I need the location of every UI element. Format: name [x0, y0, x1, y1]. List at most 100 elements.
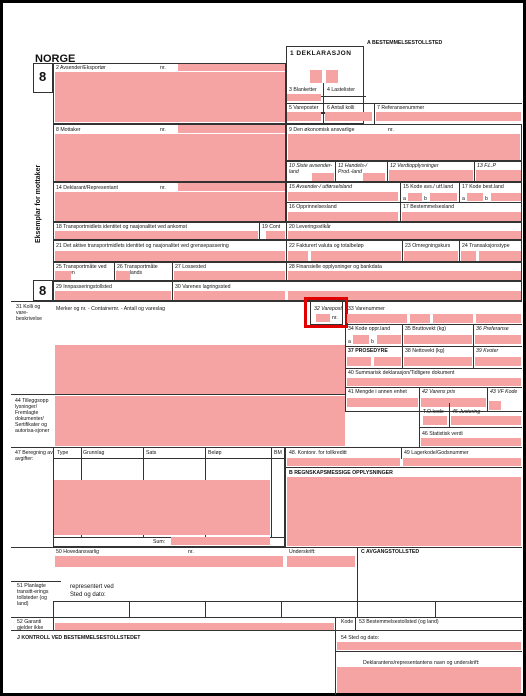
- field-12-label: 12 Verdiopplysninger: [390, 163, 439, 169]
- finansielle-opplysninger-input[interactable]: [288, 271, 521, 280]
- tollkreditt-input[interactable]: [287, 458, 400, 466]
- innpasseringstollsted-input[interactable]: [55, 291, 171, 300]
- blanketter-input[interactable]: [287, 94, 321, 101]
- field-36-label: 36 Preferanse: [476, 326, 509, 332]
- field-9-nr: nr.: [388, 127, 394, 133]
- to-kode-label: T.O.kode: [423, 409, 444, 415]
- bestemmelsesland-code-b[interactable]: [491, 193, 521, 201]
- field-b-label: B REGNSKAPSMESSIGE OPPLYSNINGER: [289, 470, 393, 476]
- prosedyre-b[interactable]: [374, 357, 401, 366]
- field-54-sign: Deklarantens/representantens navn og und…: [363, 660, 480, 666]
- tilleggsopplysninger-input[interactable]: [55, 396, 345, 446]
- lossested-input[interactable]: [174, 271, 285, 280]
- antall-kolli-input[interactable]: [325, 112, 372, 121]
- field-28-label: 28 Finansielle opplysninger og bankdata: [289, 264, 382, 270]
- col-grunnlag: Grunnlag: [83, 450, 105, 456]
- valuta-input[interactable]: [288, 251, 308, 261]
- avsenderland-code-a[interactable]: [408, 193, 422, 201]
- transportmate-grensen-input[interactable]: [55, 271, 71, 280]
- omregningskurs-input[interactable]: [404, 251, 458, 261]
- kvoter-input[interactable]: [475, 357, 521, 366]
- underskrift-input[interactable]: [287, 556, 355, 567]
- field-30-label: 30 Varenes lagringssted: [175, 284, 231, 290]
- field-19-label: 19 Cont: [262, 224, 281, 230]
- mengde-input[interactable]: [347, 398, 418, 407]
- opprland-code-b[interactable]: [377, 335, 401, 344]
- bestemmelsesland-input[interactable]: [402, 212, 521, 221]
- exporter-number-input[interactable]: [178, 64, 285, 71]
- siste-avsenderland-input[interactable]: [312, 173, 334, 181]
- decl-field-1[interactable]: [310, 70, 322, 83]
- field-8-nr: nr.: [160, 127, 166, 133]
- field-17-code-label: 17 Kode best.land: [462, 184, 504, 190]
- varenummer-c[interactable]: [433, 314, 473, 323]
- field-29-label: 29 Innpasseringstollsted: [56, 284, 112, 290]
- lagringssted-input[interactable]: [174, 291, 285, 300]
- vf-kode-input[interactable]: [489, 401, 501, 410]
- opprinnelsesland-input[interactable]: [288, 212, 398, 221]
- hovedansvarlig-input[interactable]: [55, 556, 283, 567]
- avgifter-input[interactable]: [54, 480, 270, 535]
- field-51-label: 51 Planlagte transitt-erings tollsteder …: [17, 583, 49, 607]
- decl-field-2[interactable]: [326, 70, 338, 83]
- lagerkode-input[interactable]: [403, 458, 521, 466]
- field-33-label: 33 Varenummer: [348, 306, 385, 312]
- field-5-label: 5 Vareposter: [289, 105, 319, 111]
- field-24-label: 24 Transaksjonstype: [462, 243, 510, 249]
- totalbelop-input[interactable]: [311, 251, 401, 261]
- transaksjonstype-b[interactable]: [479, 251, 521, 261]
- avsenderland-input[interactable]: [288, 192, 398, 201]
- transportmate-innenlands-input[interactable]: [116, 271, 130, 280]
- field-23-label: 23 Omregningskurs: [405, 243, 451, 249]
- mottaker-input[interactable]: [55, 134, 285, 181]
- bruttovekt-input[interactable]: [404, 335, 472, 344]
- prosedyre-a[interactable]: [347, 357, 371, 366]
- mottaker-number-input[interactable]: [178, 125, 285, 133]
- field-14-label: 14 Deklarant/Representant: [56, 185, 118, 191]
- field-50-sign: Underskrift:: [289, 549, 316, 555]
- leveringsvilkar-input[interactable]: [288, 231, 521, 239]
- referansenummer-input[interactable]: [376, 112, 521, 121]
- sum-input[interactable]: [171, 537, 270, 545]
- varenummer-b[interactable]: [410, 314, 430, 323]
- regnskapsmessige-input[interactable]: [287, 477, 521, 546]
- preferanse-input[interactable]: [475, 335, 521, 344]
- verdiopplysninger-input[interactable]: [389, 170, 473, 181]
- transaksjonstype-a[interactable]: [461, 251, 476, 261]
- opprland-code-a[interactable]: [353, 335, 369, 344]
- field-31-label: Merker og nr. - Containernr. - Antall og…: [56, 306, 165, 312]
- summarisk-deklarasjon-input[interactable]: [347, 378, 521, 386]
- sum-label: Sum:: [153, 539, 166, 545]
- handelsland-input[interactable]: [363, 173, 385, 181]
- vareposter-input[interactable]: [287, 112, 321, 121]
- flp-input[interactable]: [476, 170, 521, 181]
- field-7-label: 7 Referansenummer: [377, 105, 425, 111]
- okonomisk-ansvarlig-input[interactable]: [288, 134, 520, 160]
- nettovekt-input[interactable]: [404, 357, 472, 366]
- garanti-input[interactable]: [55, 623, 334, 630]
- varenummer-a[interactable]: [347, 314, 407, 323]
- exporter-input[interactable]: [55, 72, 285, 122]
- varebeskrivelse-input[interactable]: [55, 345, 345, 394]
- justering-input[interactable]: [451, 416, 521, 425]
- bestemmelsesland-code-a[interactable]: [467, 193, 483, 201]
- field-27-label: 27 Lossested: [175, 264, 206, 270]
- bankdata-input[interactable]: [288, 291, 521, 300]
- varens-pris-input[interactable]: [421, 398, 486, 407]
- container-input[interactable]: [266, 231, 285, 239]
- to-kode-input[interactable]: [423, 416, 447, 425]
- varepost-input[interactable]: [316, 314, 330, 322]
- deklarant-input[interactable]: [55, 192, 285, 221]
- col-belop: Beløp: [208, 450, 222, 456]
- varenummer-d[interactable]: [476, 314, 521, 323]
- avsenderland-code-b[interactable]: [430, 193, 457, 201]
- statistisk-verdi-input[interactable]: [421, 438, 521, 446]
- deklarant-number-input[interactable]: [178, 183, 285, 191]
- field-31-side-label: 31 Kolli og vare-beskrivelse: [16, 304, 42, 322]
- field-37-label: 37 PROSEDYRE: [348, 348, 388, 354]
- sted-dato-input[interactable]: [337, 642, 521, 650]
- transportmiddel-ankomst-input[interactable]: [55, 231, 258, 239]
- deklarant-underskrift-input[interactable]: [337, 667, 521, 693]
- aktivt-transportmiddel-input[interactable]: [55, 251, 285, 261]
